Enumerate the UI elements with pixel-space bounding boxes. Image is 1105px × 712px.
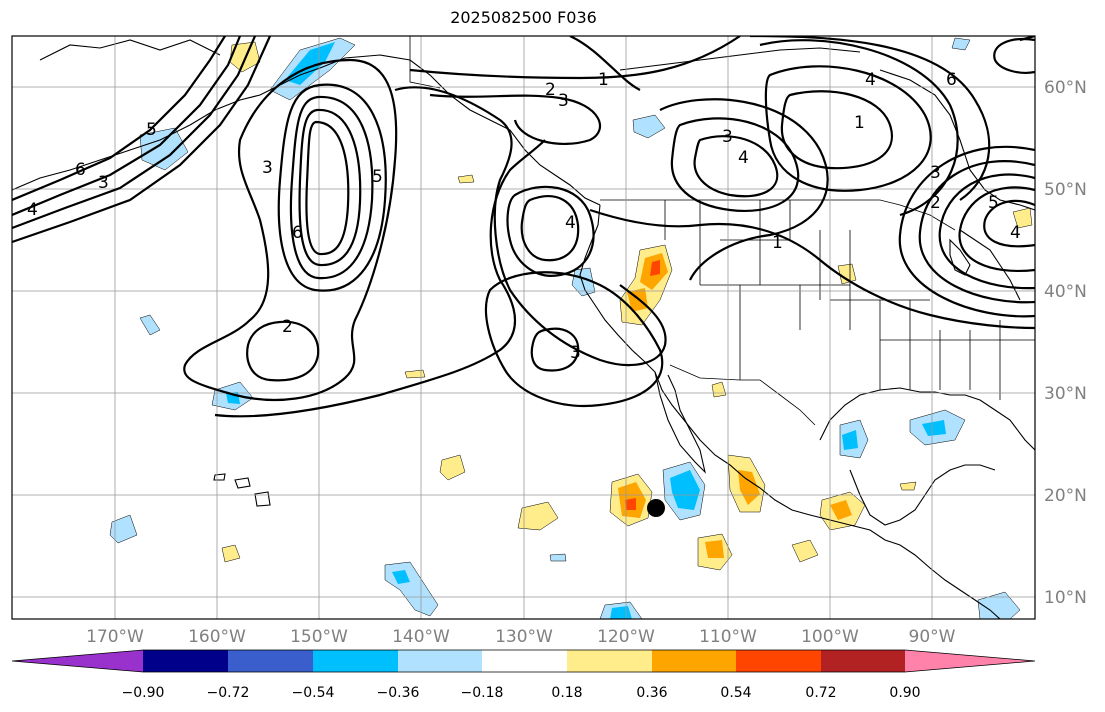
colorbar-outline [11,649,1036,673]
colorbar-bin [143,650,228,672]
contour-label-2-low: 2 [282,317,293,337]
contour-label-6-aleut: 6 [75,160,86,180]
colorbar-bin [228,650,313,672]
colorbar-tick: 0.90 [889,685,920,701]
contour-label-3-top: 3 [558,91,569,111]
contour-layer [12,36,1035,418]
contour-label-5-aleut: 5 [146,120,157,140]
contour-label-4-aleut: 4 [27,200,38,220]
colorbar-bin [821,650,905,672]
contour-label-5-east: 5 [988,193,999,213]
colorbar-bin [398,650,482,672]
lat-label-60n: 60°N [1044,78,1087,98]
lon-label-130w: 130°W [495,627,553,647]
colorbar-under-triangle [12,650,143,672]
lat-label-40n: 40°N [1044,282,1087,302]
colorbar-over-triangle [905,650,1035,672]
lat-label-50n: 50°N [1044,180,1087,200]
latitude-labels: 60°N 50°N 40°N 30°N 20°N 10°N [1044,78,1087,608]
lat-label-20n: 20°N [1044,486,1087,506]
contour-label-2-top: 2 [545,80,556,100]
longitude-labels: 170°W 160°W 150°W 140°W 130°W 120°W 110°… [86,627,956,647]
contour-label-3-baja: 3 [570,343,581,363]
contour-label-6-hudson: 6 [946,70,957,90]
lat-label-10n: 10°N [1044,588,1087,608]
coastline-layer [12,39,1035,619]
lon-label-160w: 160°W [188,627,246,647]
contour-label-3-low: 3 [262,158,273,178]
lon-label-90w: 90°W [909,627,956,647]
colorbar-tick: 0.54 [720,685,751,701]
lon-label-120w: 120°W [597,627,655,647]
colorbar-tick: −0.72 [207,685,250,701]
colorbar-tick: 0.18 [551,685,582,701]
colorbar-bin [567,650,652,672]
lon-label-140w: 140°W [392,627,450,647]
map-title: 2025082500 F036 [450,8,597,27]
colorbar-tick: −0.54 [292,685,335,701]
lon-label-110w: 110°W [699,627,757,647]
contour-labels: 1 2 3 4 6 1 3 4 3 2 5 4 1 4 3 2 5 6 3 5 … [27,70,1021,363]
contour-label-1-central: 1 [772,233,783,253]
colorbar-tick: −0.36 [377,685,420,701]
colorbar-bin [482,650,567,672]
contour-label-4-east: 4 [1010,223,1021,243]
colorbar-bin [313,650,398,672]
contour-label-6-low: 6 [292,223,303,243]
contour-label-3-bc: 3 [722,127,733,147]
black-dot-icon [647,499,665,517]
colorbar-bin [652,650,736,672]
contour-label-3-east: 3 [930,163,941,183]
contour-label-2-east: 2 [930,193,941,213]
contour-label-5-low: 5 [372,167,383,187]
lon-label-150w: 150°W [290,627,348,647]
contour-label-4-bc: 4 [738,148,749,168]
contour-label-4-hudson: 4 [865,70,876,90]
colorbar-tick: −0.90 [122,685,165,701]
colorbar-tick: −0.18 [461,685,504,701]
lat-label-30n: 30°N [1044,384,1087,404]
colorbar-tick: 0.36 [636,685,667,701]
map-frame [11,35,1036,620]
colorbar: −0.90 −0.72 −0.54 −0.36 −0.18 0.18 0.36 … [11,649,1036,701]
contour-label-3-aleut: 3 [98,173,109,193]
colorbar-tick-labels: −0.90 −0.72 −0.54 −0.36 −0.18 0.18 0.36 … [122,685,921,701]
lon-label-170w: 170°W [86,627,144,647]
contour-label-1-top: 1 [598,70,609,90]
colorbar-bin [736,650,821,672]
colorbar-tick: 0.72 [805,685,836,701]
anomaly-fill-layer [109,37,1033,619]
map-panel [12,36,1035,619]
lon-label-100w: 100°W [801,627,859,647]
contour-label-4-pnw: 4 [565,213,576,233]
contour-label-1-hudson: 1 [854,113,865,133]
